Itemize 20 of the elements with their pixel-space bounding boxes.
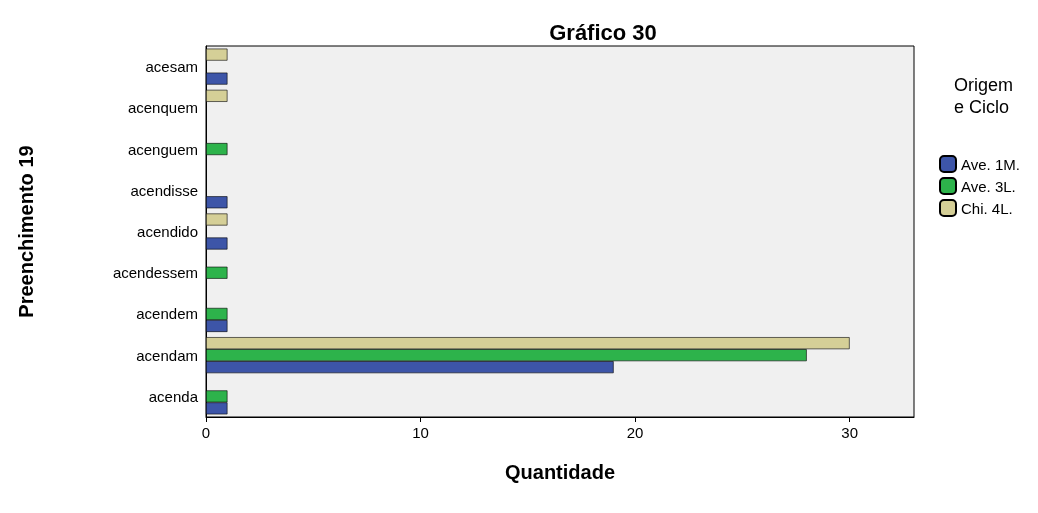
- legend-label: Ave. 3L.: [961, 177, 1016, 195]
- y-tick-label: acendisse: [130, 181, 198, 199]
- y-tick-label: acendam: [136, 346, 198, 364]
- legend-label: Ave. 1M.: [961, 155, 1020, 173]
- x-axis-title: Quantidade: [504, 461, 616, 483]
- x-tick-label: 20: [626, 424, 644, 441]
- y-axis-title: Preenchimento 19: [15, 145, 37, 318]
- y-tick-label: acendem: [136, 305, 198, 323]
- y-tick-label: acenquem: [127, 99, 198, 117]
- x-tick-label: 10: [412, 424, 429, 441]
- y-tick-label: acenguem: [127, 140, 198, 158]
- x-tick-label: 30: [841, 424, 858, 441]
- legend-title: Origem e Ciclo: [954, 75, 1014, 117]
- y-tick-label: acendido: [137, 223, 198, 240]
- y-tick-label: acenda: [148, 387, 199, 405]
- y-tick-label: acesam: [145, 58, 198, 76]
- chart-title: Gráfico 30: [549, 19, 657, 45]
- legend-label: Chi. 4L.: [961, 199, 1013, 217]
- y-tick-label: acendessem: [112, 264, 198, 282]
- x-tick-label: 0: [201, 424, 211, 441]
